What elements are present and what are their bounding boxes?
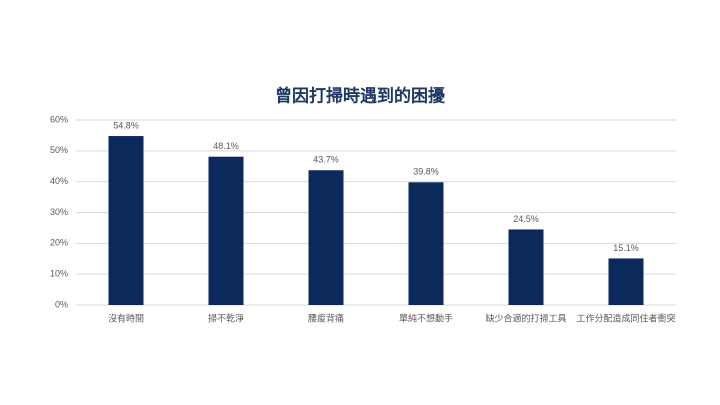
y-tick-label: 50%	[50, 145, 68, 155]
data-label: 39.8%	[413, 167, 439, 177]
chart-title: 曾因打掃時遇到的困擾	[275, 85, 446, 105]
data-label: 15.1%	[613, 243, 639, 253]
x-tick-label: 腰痠背痛	[308, 312, 344, 323]
data-label: 48.1%	[213, 141, 239, 151]
x-tick-label: 單純不想動手	[399, 312, 453, 323]
y-tick-label: 0%	[55, 299, 68, 309]
y-tick-label: 30%	[50, 207, 68, 217]
bar	[108, 136, 144, 305]
bar	[508, 229, 544, 305]
y-tick-label: 20%	[50, 238, 68, 248]
bar	[608, 258, 644, 305]
y-tick-label: 40%	[50, 176, 68, 186]
bar	[308, 170, 344, 305]
bar	[208, 156, 244, 305]
y-tick-label: 60%	[50, 114, 68, 124]
x-tick-label: 工作分配造成同住者衝突	[576, 312, 675, 323]
x-tick-label: 缺少合適的打掃工具	[485, 312, 566, 323]
data-label: 54.8%	[113, 120, 139, 130]
x-tick-label: 沒有時間	[108, 312, 144, 323]
data-label: 43.7%	[313, 155, 339, 165]
data-label: 24.5%	[513, 214, 539, 224]
bar	[408, 182, 444, 305]
x-tick-label: 掃不乾淨	[208, 312, 244, 323]
y-tick-label: 10%	[50, 269, 68, 279]
